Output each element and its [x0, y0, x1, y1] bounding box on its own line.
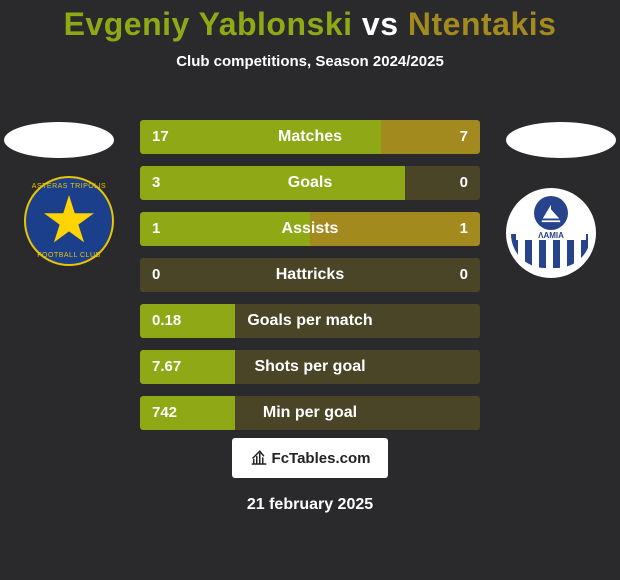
asteras-tripolis-badge: ASTERAS TRIPOLIS FOOTBALL CLUB: [24, 176, 114, 266]
stat-row: 742Min per goal: [140, 396, 480, 430]
player1-name: Evgeniy Yablonski: [64, 6, 353, 42]
asteras-top-text: ASTERAS TRIPOLIS: [26, 183, 112, 190]
player2-name: Ntentakis: [408, 6, 557, 42]
player2-marker: [506, 122, 616, 158]
lamia-badge: ΛΑΜΙΑ: [506, 188, 596, 278]
stat-value-left: 1: [152, 212, 160, 246]
stat-label: Hattricks: [140, 258, 480, 292]
stat-row: 11Assists: [140, 212, 480, 246]
stat-value-left: 3: [152, 166, 160, 200]
stat-value-left: 0.18: [152, 304, 181, 338]
brand-logo: FcTables.com: [232, 438, 388, 478]
subtitle: Club competitions, Season 2024/2025: [0, 53, 620, 70]
stats-container: 177Matches30Goals11Assists00Hattricks0.1…: [140, 120, 480, 442]
chart-icon: [250, 449, 268, 467]
lamia-banner: ΛΑΜΙΑ: [516, 231, 586, 240]
stat-bar-right: [310, 212, 480, 246]
stat-row: 177Matches: [140, 120, 480, 154]
footer-date: 21 february 2025: [0, 496, 620, 514]
stat-value-right: 0: [460, 166, 468, 200]
stat-value-right: 0: [460, 258, 468, 292]
stat-value-right: 7: [460, 120, 468, 154]
page-title: Evgeniy Yablonski vs Ntentakis: [0, 0, 620, 43]
stat-row: 0 0Hattricks: [140, 258, 480, 292]
stat-row: 30Goals: [140, 166, 480, 200]
brand-text: FcTables.com: [272, 450, 371, 467]
stat-value-left: 0: [152, 258, 160, 292]
vs-text: vs: [362, 6, 399, 42]
star-icon: [43, 195, 95, 247]
stat-row: 0.18Goals per match: [140, 304, 480, 338]
stat-bar-left: [140, 120, 381, 154]
sail-icon: [534, 196, 568, 230]
stat-row: 7.67Shots per goal: [140, 350, 480, 384]
player1-marker: [4, 122, 114, 158]
stat-bar-left: [140, 166, 405, 200]
stat-value-left: 7.67: [152, 350, 181, 384]
asteras-bottom-text: FOOTBALL CLUB: [26, 252, 112, 259]
stat-bar-left: [140, 212, 310, 246]
stat-value-left: 17: [152, 120, 169, 154]
stat-value-right: 1: [460, 212, 468, 246]
stat-value-left: 742: [152, 396, 177, 430]
